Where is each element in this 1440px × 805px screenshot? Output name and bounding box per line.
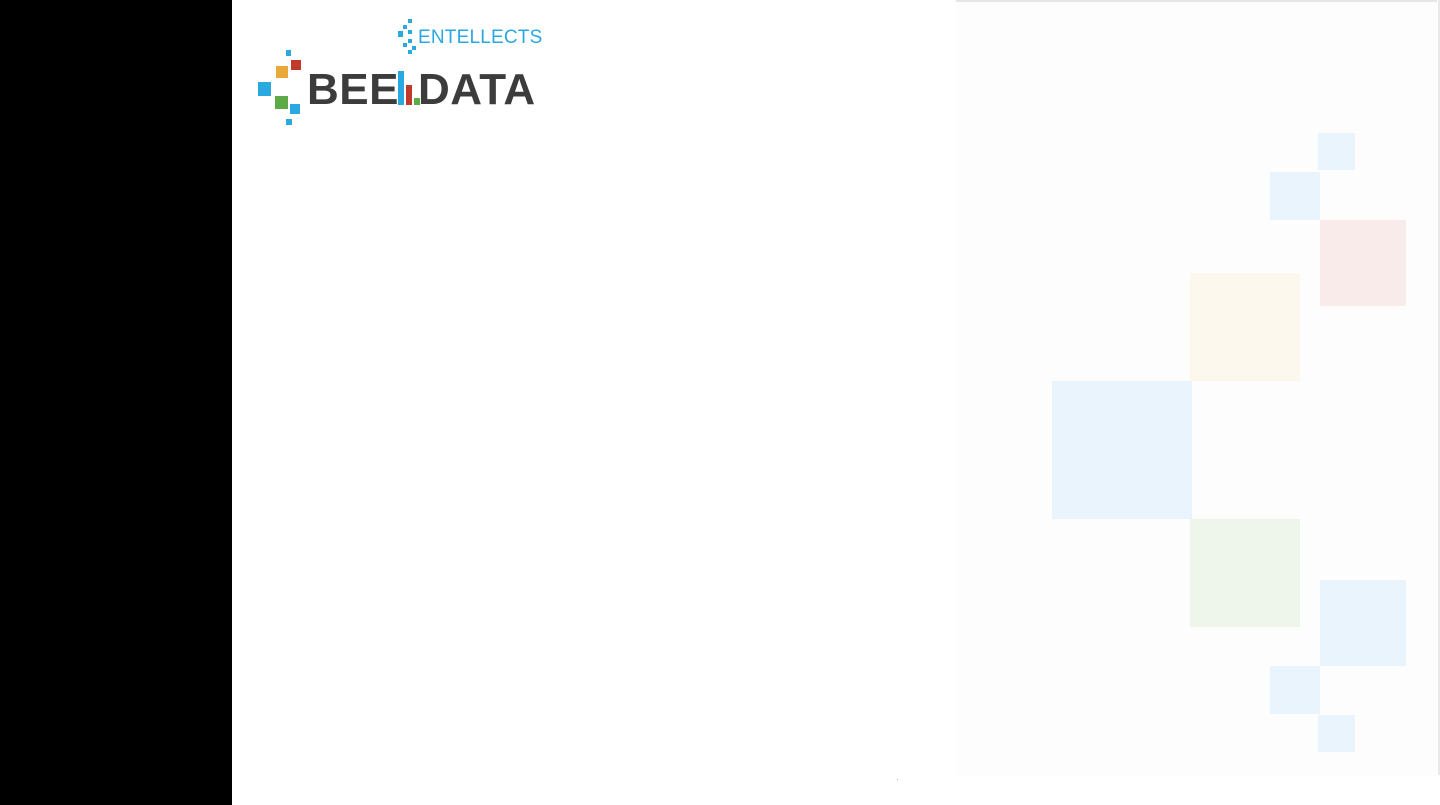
panel-top-border xyxy=(956,0,1437,2)
deco-square-blue-small-top xyxy=(1318,133,1355,170)
brand-data-text: DATA xyxy=(418,65,536,114)
beedata-logo: ENTELLECTS BEE DATA xyxy=(232,0,632,140)
deco-square-blue-top xyxy=(1270,172,1320,220)
beedata-mark-icon xyxy=(258,50,301,125)
deco-square-red xyxy=(1320,220,1406,306)
deco-square-blue-bottom xyxy=(1270,666,1320,714)
slide-canvas: ENTELLECTS BEE DATA xyxy=(232,0,1440,805)
entellects-mark-icon xyxy=(398,19,416,54)
stray-dot xyxy=(897,779,898,780)
panel-right-border xyxy=(1438,0,1440,775)
bar-chart-glyph-icon xyxy=(398,71,420,105)
entellects-subtitle: ENTELLECTS xyxy=(418,27,543,48)
brand-bee-text: BEE xyxy=(307,65,399,114)
deco-square-yellow xyxy=(1190,273,1300,381)
deco-square-blue-right xyxy=(1320,580,1406,666)
deco-square-green xyxy=(1190,519,1300,627)
deco-square-blue-small-bottom xyxy=(1318,715,1355,752)
deco-square-blue-large xyxy=(1052,381,1192,519)
left-black-panel xyxy=(0,0,232,805)
